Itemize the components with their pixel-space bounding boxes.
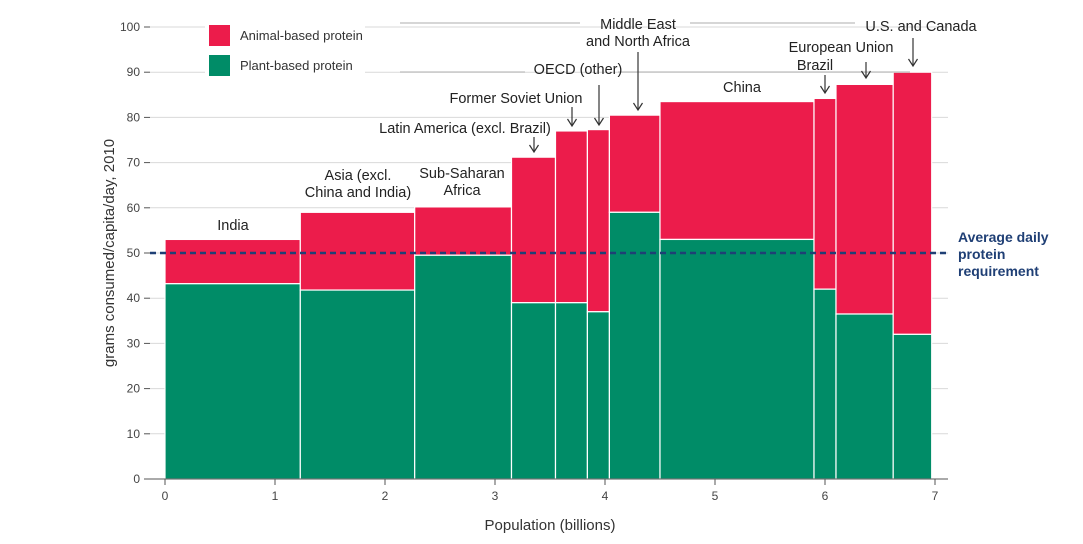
y-tick-label: 90 — [127, 65, 141, 79]
x-axis-title: Population (billions) — [485, 517, 616, 534]
region-label-2: Sub-Saharan Africa — [419, 166, 504, 199]
y-tick-label: 70 — [127, 156, 141, 170]
bar-plant-10 — [892, 333, 933, 480]
bar-animal-3 — [510, 156, 557, 304]
y-tick-label: 20 — [127, 382, 141, 396]
reference-line-group: Average daily protein requirement — [150, 229, 1049, 279]
y-tick-label: 100 — [120, 20, 140, 34]
legend: Animal-based protein Plant-based protein — [205, 20, 365, 82]
arrow-6-head — [632, 102, 644, 112]
legend-label-animal: Animal-based protein — [240, 28, 363, 43]
region-label-line: European Union — [789, 40, 894, 56]
bar-plant-9 — [835, 313, 894, 480]
region-label-6: Middle East and North Africa — [586, 17, 691, 50]
region-label-line: Former Soviet Union — [450, 91, 583, 107]
bar-animal-0 — [164, 238, 301, 285]
bar-plant-3 — [510, 302, 557, 480]
legend-label-plant: Plant-based protein — [240, 58, 353, 73]
bar-plant-4 — [554, 302, 588, 480]
bar-plant-1 — [299, 289, 416, 480]
legend-background — [205, 20, 365, 82]
bar-animal-2 — [414, 206, 513, 256]
bar-plant-8 — [813, 288, 837, 480]
x-tick-label: 3 — [492, 489, 499, 503]
region-label-10: U.S. and Canada — [865, 19, 977, 35]
y-tick-label: 0 — [133, 472, 140, 486]
arrow-5-head — [593, 117, 605, 127]
y-tick-label: 10 — [127, 427, 141, 441]
y-axis-title: grams consumed/capita/day, 2010 — [101, 139, 118, 367]
region-label-9: European Union — [789, 40, 894, 56]
bar-animal-5 — [586, 129, 611, 313]
region-label-line: OECD (other) — [534, 62, 623, 78]
region-label-0: India — [217, 218, 249, 234]
region-label-line: Middle East — [600, 17, 676, 33]
bar-plant-6 — [608, 211, 661, 480]
reference-label-line: protein — [958, 246, 1005, 262]
bar-plant-5 — [586, 311, 611, 480]
x-tick-label: 6 — [822, 489, 829, 503]
region-label-3: Latin America (excl. Brazil) — [379, 121, 551, 137]
bar-animal-10 — [892, 71, 933, 335]
bar-plant-2 — [414, 254, 513, 480]
x-tick-label: 7 — [932, 489, 939, 503]
bar-animal-8 — [813, 97, 837, 290]
x-tick-label: 1 — [272, 489, 279, 503]
region-label-line: Latin America (excl. Brazil) — [379, 121, 551, 137]
region-label-line: Asia (excl. — [325, 168, 392, 184]
bar-animal-1 — [299, 211, 416, 291]
y-tick-label: 80 — [127, 110, 141, 124]
reference-label-line: requirement — [958, 263, 1039, 279]
region-label-line: India — [217, 218, 249, 234]
x-tick-label: 2 — [382, 489, 389, 503]
arrow-8-head — [819, 85, 831, 95]
x-tick-label: 4 — [602, 489, 609, 503]
bar-animal-4 — [554, 130, 588, 304]
bars — [164, 71, 933, 480]
region-label-line: U.S. and Canada — [865, 19, 977, 35]
region-label-line: and North Africa — [586, 34, 691, 50]
arrow-9-head — [860, 70, 872, 80]
bar-animal-9 — [835, 83, 894, 315]
region-label-line: Africa — [443, 183, 481, 199]
region-label-line: China — [723, 80, 762, 96]
region-label-1: Asia (excl. China and India) — [305, 168, 411, 201]
region-label-line: Sub-Saharan — [419, 166, 504, 182]
region-label-line: China and India) — [305, 185, 411, 201]
legend-swatch-animal — [209, 25, 230, 46]
region-label-4: Former Soviet Union — [450, 91, 583, 107]
y-tick-label: 60 — [127, 201, 141, 215]
y-tick-label: 40 — [127, 291, 141, 305]
reference-label-line: Average daily — [958, 229, 1049, 245]
legend-swatch-plant — [209, 55, 230, 76]
region-label-7: China — [723, 80, 762, 96]
reference-label: Average daily protein requirement — [958, 229, 1049, 279]
region-label-5: OECD (other) — [534, 62, 623, 78]
y-tick-label: 50 — [127, 246, 141, 260]
arrow-10-head — [907, 58, 919, 68]
region-label-8: Brazil — [797, 58, 833, 74]
region-label-line: Brazil — [797, 58, 833, 74]
bar-plant-0 — [164, 283, 301, 480]
x-tick-label: 0 — [162, 489, 169, 503]
arrow-3-head — [528, 144, 540, 154]
axes: 0 10 20 30 40 50 60 70 80 90 100 0 1 2 3 4 5 6 7 Population… — [101, 20, 948, 534]
arrow-4-head — [566, 118, 578, 128]
bar-animal-6 — [608, 114, 661, 213]
bar-animal-7 — [659, 100, 815, 241]
y-tick-label: 30 — [127, 336, 141, 350]
x-tick-label: 5 — [712, 489, 719, 503]
bar-plant-7 — [659, 238, 815, 480]
